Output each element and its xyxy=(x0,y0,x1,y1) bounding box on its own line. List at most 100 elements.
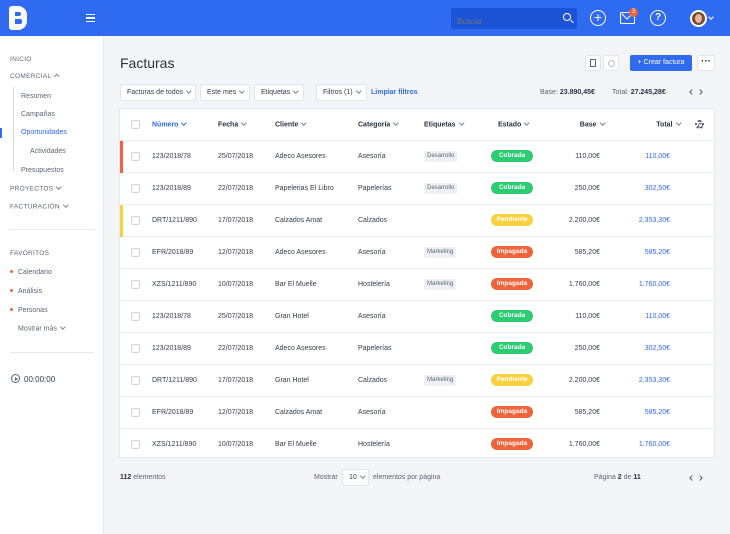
mail-icon[interactable] xyxy=(620,12,635,24)
table-row[interactable]: DRT/1211/890 17/07/2018 Gran Hotel Calzados… xyxy=(120,365,714,397)
chevron-right-icon[interactable] xyxy=(697,475,703,481)
row-checkbox[interactable] xyxy=(131,184,140,193)
status-badge: Cobrada xyxy=(491,182,533,194)
chevron-right-icon[interactable] xyxy=(697,89,703,95)
app-logo[interactable] xyxy=(9,6,27,30)
cell-total[interactable]: 2.353,30€ xyxy=(638,377,670,384)
export-button[interactable] xyxy=(585,55,601,71)
cell-total[interactable]: 302,50€ xyxy=(644,185,670,192)
row-checkbox[interactable] xyxy=(131,152,140,161)
cell-total[interactable]: 1.760,00€ xyxy=(638,281,670,288)
sidebar-item-actividades[interactable]: Actividades xyxy=(30,148,66,155)
sidebar-item-comercial[interactable]: COMERCIAL xyxy=(10,73,60,80)
header-etiquetas[interactable]: Etiquetas xyxy=(424,120,464,129)
table-row[interactable]: EFR/2018/89 12/07/2018 Calzados Amat Asesor… xyxy=(120,397,714,429)
table-row[interactable]: DRT/1211/890 17/07/2018 Calzados Amat Calza… xyxy=(120,205,714,237)
cell-total[interactable]: 585,20€ xyxy=(644,409,670,416)
favorite-item[interactable]: Análisis xyxy=(10,288,42,295)
chevron-left-icon[interactable] xyxy=(689,89,695,95)
sidebar-item-proyectos[interactable]: PROYECTOS xyxy=(10,184,62,193)
cell-numero: EFR/2018/89 xyxy=(152,409,194,416)
sidebar-item-resumen[interactable]: Resumen xyxy=(21,93,51,100)
cell-total[interactable]: 1.760,00€ xyxy=(638,441,670,448)
table-row[interactable]: 123/2018/89 22/07/2018 Papelerias El Libro… xyxy=(120,173,714,205)
cell-total[interactable]: 2.353,30€ xyxy=(638,217,670,224)
tag-badge: Marketing xyxy=(424,375,457,386)
table-row[interactable]: XZS/1211/890 10/07/2018 Bar El Muelle Hoste… xyxy=(120,429,714,461)
menu-icon[interactable] xyxy=(86,14,95,22)
header-categoria[interactable]: Categoría xyxy=(358,120,399,129)
row-checkbox[interactable] xyxy=(131,376,140,385)
gear-icon[interactable] xyxy=(695,120,704,129)
row-marker xyxy=(120,141,123,173)
help-icon[interactable]: ? xyxy=(650,10,666,26)
table-row[interactable]: 123/2018/89 22/07/2018 Adeco Asesores Papel… xyxy=(120,333,714,365)
sidebar-item-inicio[interactable]: INICIO xyxy=(10,56,32,63)
sidebar-item-oportunidades[interactable]: Oportunidades xyxy=(21,129,67,136)
sidebar-item-facturacion[interactable]: FACTURACIÓN xyxy=(10,202,69,211)
sidebar-item-campanas[interactable]: Campañas xyxy=(21,111,55,118)
chevron-down-icon xyxy=(524,120,530,126)
cell-fecha: 22/07/2018 xyxy=(218,345,254,352)
sidebar: INICIO COMERCIAL Resumen Campañas Oportu… xyxy=(0,36,104,534)
row-checkbox[interactable] xyxy=(131,408,140,417)
tag-badge: Desarrollo xyxy=(424,183,458,194)
row-checkbox[interactable] xyxy=(131,440,140,449)
cell-numero: DRT/1211/890 xyxy=(152,217,197,224)
table-row[interactable]: 123/2018/78 25/07/2018 Gran Hotel Asesoría C… xyxy=(120,301,714,333)
tags-filter[interactable]: Etiquetas xyxy=(254,84,304,101)
cell-total[interactable]: 110,00€ xyxy=(645,313,670,320)
row-checkbox[interactable] xyxy=(131,248,140,257)
header-fecha[interactable]: Fecha xyxy=(218,120,247,129)
sidebar-item-presupuestos[interactable]: Presupuestos xyxy=(21,167,64,174)
create-invoice-button[interactable]: + Crear factura xyxy=(630,55,692,71)
cell-numero: 123/2018/89 xyxy=(152,345,191,352)
chevron-down-icon xyxy=(60,324,66,330)
status-badge: Impagada xyxy=(491,438,533,450)
play-icon[interactable] xyxy=(11,374,20,383)
cell-numero: 123/2018/89 xyxy=(152,185,191,192)
per-page-select[interactable]: 10 xyxy=(342,469,369,486)
header-total[interactable]: Total xyxy=(630,120,681,129)
cell-categoria: Papelerías xyxy=(358,345,392,352)
filters-button[interactable]: Filtros (1) xyxy=(316,84,367,101)
scope-filter[interactable]: Facturas de todos xyxy=(120,84,196,101)
cell-total[interactable]: 585,20€ xyxy=(644,249,670,256)
chevron-left-icon[interactable] xyxy=(689,475,695,481)
cell-fecha: 22/07/2018 xyxy=(218,185,254,192)
favorite-item[interactable]: Personas xyxy=(10,307,48,314)
chevron-down-icon xyxy=(239,87,245,93)
header-numero[interactable]: Número xyxy=(152,120,187,129)
row-checkbox[interactable] xyxy=(131,344,140,353)
period-filter[interactable]: Este mes xyxy=(200,84,250,101)
header-cliente[interactable]: Cliente xyxy=(275,120,307,129)
header-base[interactable]: Base xyxy=(560,120,605,129)
table-row[interactable]: 123/2018/78 25/07/2018 Adeco Asesores Aseso… xyxy=(120,141,714,173)
show-more-link[interactable]: Mostrar más xyxy=(18,324,66,333)
select-all-checkbox[interactable] xyxy=(131,120,140,129)
cell-total[interactable]: 110,00€ xyxy=(645,153,670,160)
table-row[interactable]: XZS/1211/890 10/07/2018 Bar El Muelle Hoste… xyxy=(120,269,714,301)
cell-cliente: Calzados Amat xyxy=(275,217,323,224)
cell-total[interactable]: 302,50€ xyxy=(644,345,670,352)
history-button[interactable] xyxy=(603,55,619,71)
chevron-down-icon[interactable] xyxy=(708,14,714,20)
search-input[interactable] xyxy=(451,8,577,29)
filter-label: Facturas de todos xyxy=(127,89,184,96)
header-estado[interactable]: Estado xyxy=(498,120,530,129)
status-badge: Impagada xyxy=(491,246,533,258)
table-row[interactable]: EFR/2018/89 12/07/2018 Adeco Asesores Aseso… xyxy=(120,237,714,269)
header-label: Cliente xyxy=(275,121,299,129)
clear-filters-link[interactable]: Limpiar filtros xyxy=(371,89,418,96)
add-icon[interactable]: + xyxy=(590,10,606,26)
row-checkbox[interactable] xyxy=(131,216,140,225)
pagination-info: Página 2 de 11 xyxy=(594,474,641,481)
cell-base: 585,20€ xyxy=(574,249,600,256)
row-checkbox[interactable] xyxy=(131,280,140,289)
more-options-button[interactable]: ··· xyxy=(697,55,715,71)
cell-numero: XZS/1211/890 xyxy=(152,441,197,448)
row-checkbox[interactable] xyxy=(131,312,140,321)
favorite-item[interactable]: Calendario xyxy=(10,269,52,276)
search-icon[interactable] xyxy=(563,13,571,21)
avatar[interactable] xyxy=(690,10,707,27)
